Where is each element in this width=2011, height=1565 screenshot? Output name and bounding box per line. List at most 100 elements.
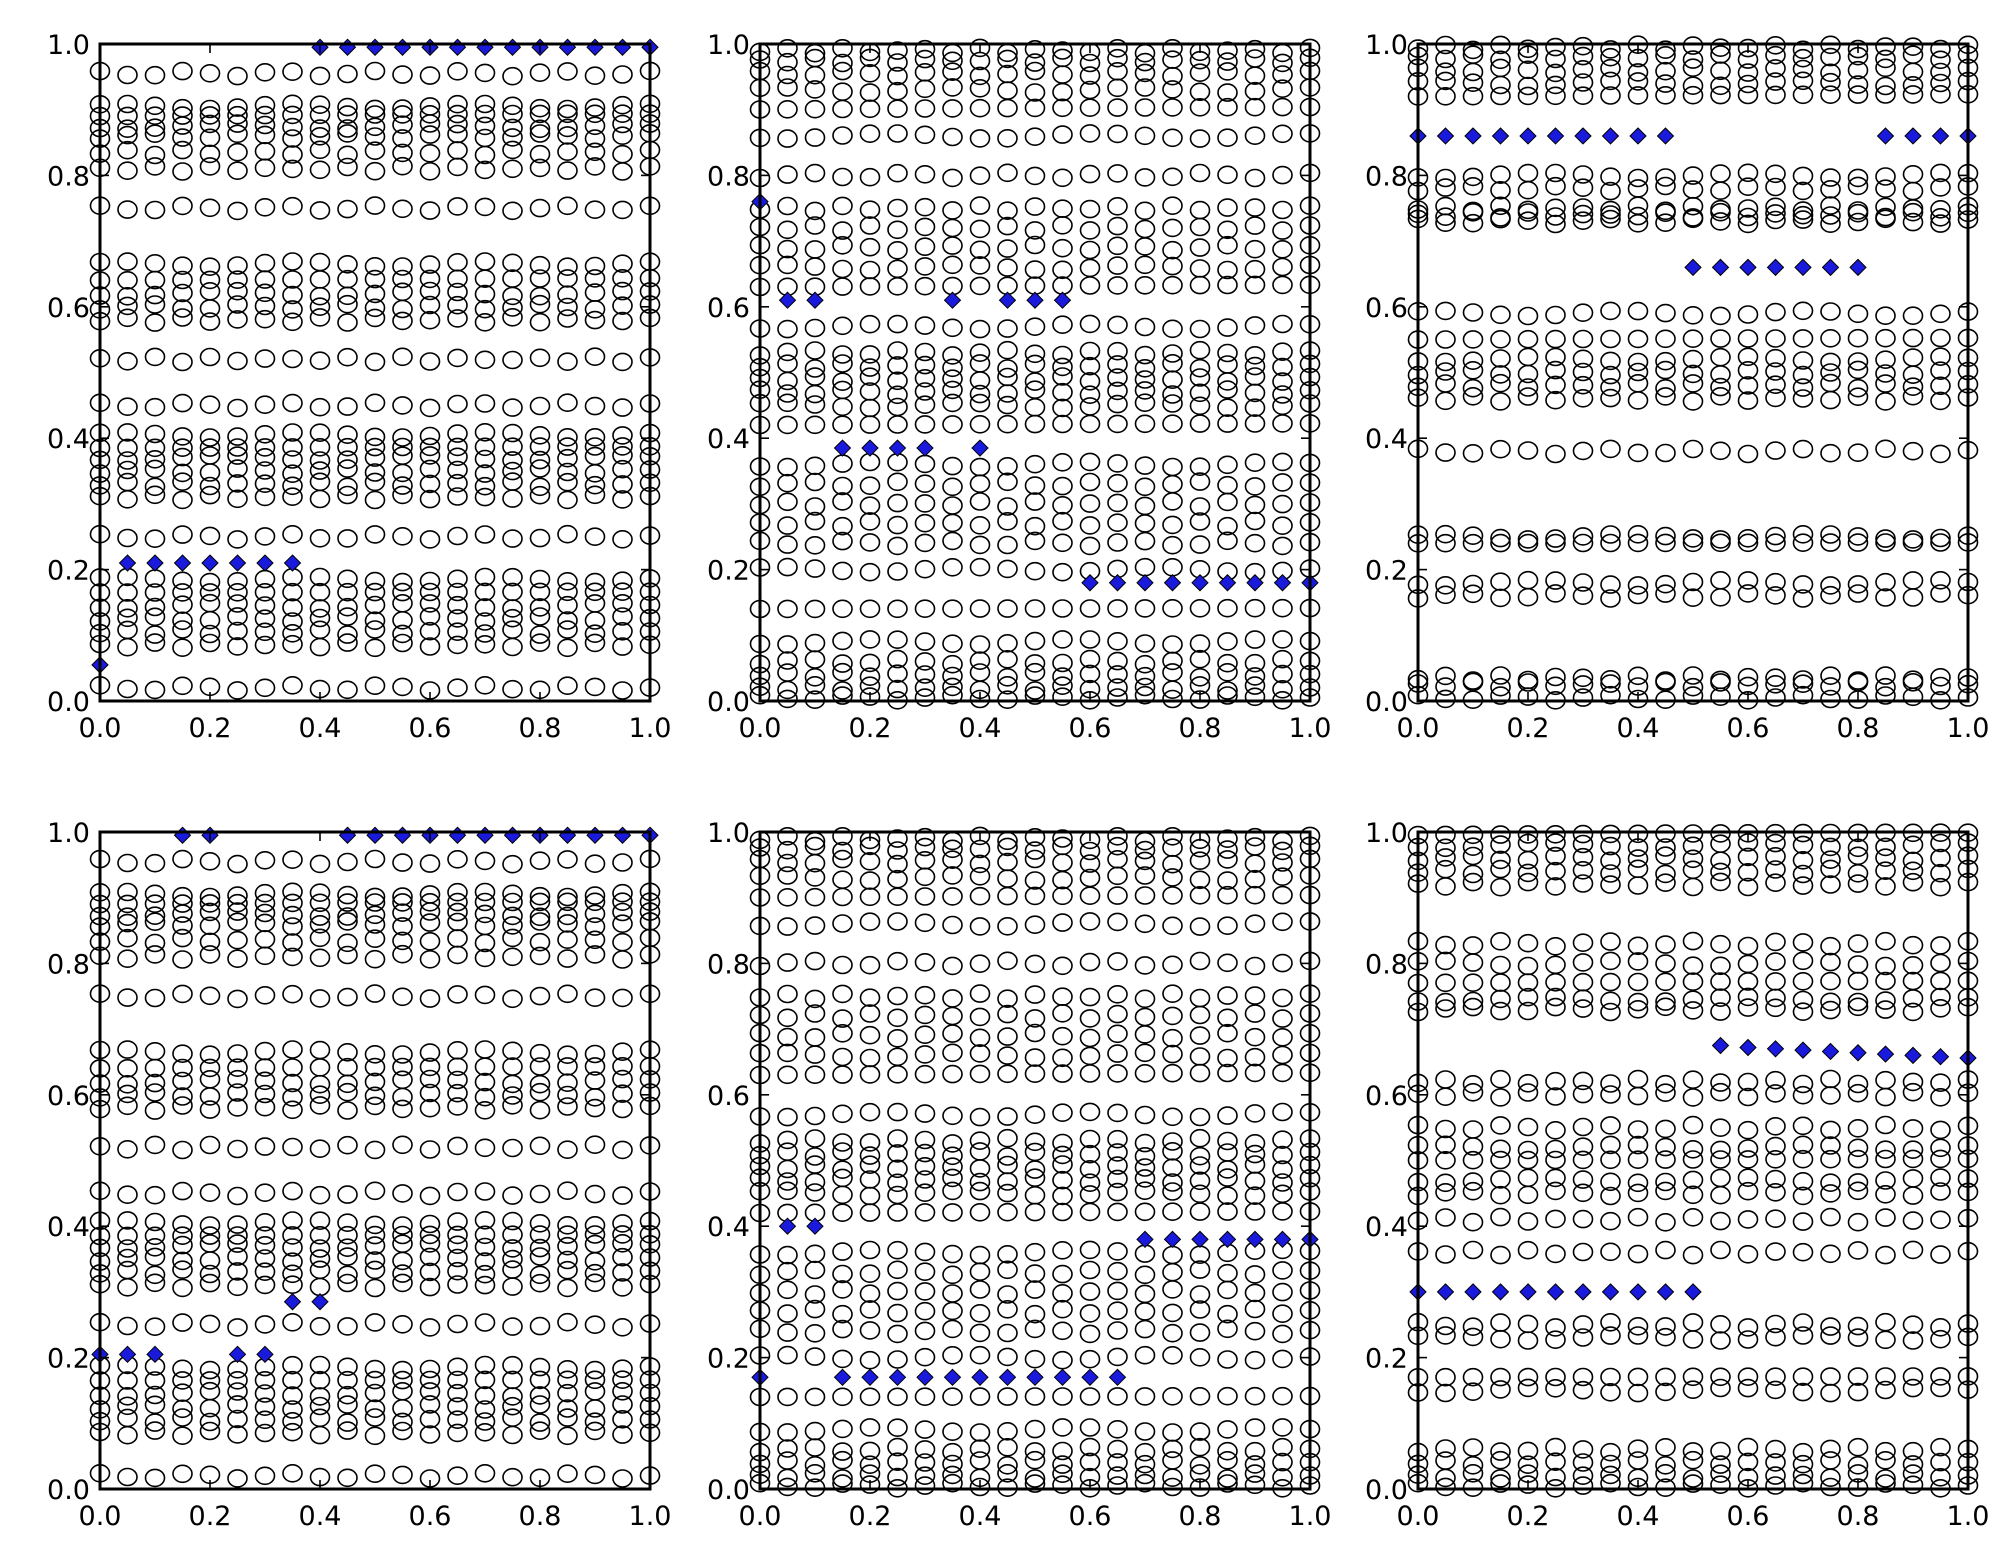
data-point-circle bbox=[804, 1421, 826, 1441]
data-point-circle bbox=[1435, 391, 1456, 411]
data-point-circle bbox=[117, 1260, 138, 1280]
data-point-circle bbox=[447, 1466, 468, 1485]
data-point-circle bbox=[1655, 86, 1676, 105]
data-point-circle bbox=[942, 1024, 963, 1043]
data-point-circle bbox=[777, 557, 798, 577]
data-point-diamond bbox=[943, 291, 962, 309]
data-point-circle bbox=[777, 1107, 798, 1127]
data-point-circle bbox=[557, 906, 578, 926]
data-point-circle bbox=[227, 281, 248, 301]
data-point-circle bbox=[1162, 557, 1183, 577]
data-point-circle bbox=[777, 354, 798, 374]
x-tick-label: 0.0 bbox=[739, 1501, 782, 1532]
data-point-circle bbox=[1462, 73, 1484, 92]
data-point-circle bbox=[832, 1450, 853, 1470]
data-point-diamond bbox=[1684, 258, 1702, 277]
data-point-diamond bbox=[283, 554, 302, 572]
data-point-circle bbox=[1792, 389, 1814, 408]
data-point-circle bbox=[1875, 686, 1896, 705]
data-point-circle bbox=[1765, 1183, 1786, 1202]
data-point-circle bbox=[227, 582, 248, 602]
data-point-circle bbox=[1189, 319, 1211, 339]
data-point-circle bbox=[1765, 668, 1786, 688]
data-point-circle bbox=[1710, 1118, 1731, 1137]
data-point-circle bbox=[117, 438, 138, 458]
data-point-circle bbox=[969, 38, 991, 58]
data-point-circle bbox=[392, 463, 413, 483]
data-point-circle bbox=[1627, 352, 1649, 372]
data-point-circle bbox=[557, 437, 578, 456]
data-point-circle bbox=[914, 1466, 936, 1485]
data-point-circle bbox=[282, 464, 303, 484]
data-point-circle bbox=[969, 635, 991, 654]
data-point-circle bbox=[942, 358, 963, 378]
data-point-circle bbox=[1052, 630, 1073, 649]
data-point-circle bbox=[942, 1265, 963, 1285]
data-point-circle bbox=[117, 894, 138, 914]
data-point-circle bbox=[392, 257, 413, 276]
data-point-circle bbox=[1820, 936, 1841, 956]
data-point-circle bbox=[1545, 987, 1566, 1007]
y-tick-label: 0.4 bbox=[707, 424, 750, 455]
data-point-circle bbox=[1655, 387, 1676, 406]
data-point-circle bbox=[969, 457, 991, 477]
data-point-circle bbox=[1765, 1242, 1786, 1261]
chart-panel-top-left: 0.00.00.20.20.40.40.60.60.80.81.01.0 bbox=[47, 30, 671, 744]
data-point-circle bbox=[832, 454, 853, 473]
data-point-circle bbox=[337, 145, 358, 165]
data-point-circle bbox=[557, 1057, 578, 1076]
data-point-circle bbox=[419, 1186, 441, 1206]
data-point-circle bbox=[1107, 599, 1128, 618]
data-point-circle bbox=[1107, 394, 1128, 414]
data-point-circle bbox=[474, 904, 496, 924]
data-point-circle bbox=[1930, 584, 1951, 603]
data-point-circle bbox=[227, 438, 248, 457]
data-point-circle bbox=[282, 893, 303, 913]
data-point-circle bbox=[1765, 348, 1786, 368]
data-point-circle bbox=[612, 1318, 633, 1337]
data-point-circle bbox=[1462, 1240, 1484, 1260]
data-point-circle bbox=[859, 687, 881, 706]
data-point-circle bbox=[117, 94, 138, 114]
data-point-circle bbox=[502, 1057, 523, 1076]
data-point-circle bbox=[1517, 533, 1539, 553]
data-point-circle bbox=[1710, 76, 1731, 96]
data-point-circle bbox=[1847, 1241, 1869, 1260]
data-point-circle bbox=[1244, 453, 1266, 473]
data-point-circle bbox=[804, 1065, 826, 1084]
data-point-circle bbox=[282, 393, 303, 413]
data-point-circle bbox=[1572, 1453, 1594, 1472]
data-point-circle bbox=[502, 128, 523, 147]
data-point-circle bbox=[1820, 352, 1841, 372]
data-point-circle bbox=[997, 1347, 1018, 1367]
data-point-circle bbox=[1545, 1181, 1566, 1201]
data-point-circle bbox=[1107, 1453, 1128, 1472]
data-point-circle bbox=[969, 515, 991, 535]
data-point-circle bbox=[1655, 176, 1676, 196]
data-point-circle bbox=[777, 1027, 798, 1047]
data-point-circle bbox=[1272, 1160, 1293, 1179]
data-point-circle bbox=[914, 368, 936, 388]
data-point-circle bbox=[282, 1400, 303, 1419]
y-tick-label: 0.0 bbox=[707, 1475, 750, 1506]
data-point-circle bbox=[1545, 529, 1566, 548]
data-point-circle bbox=[997, 989, 1018, 1009]
data-point-circle bbox=[254, 527, 276, 546]
data-point-circle bbox=[1217, 318, 1238, 337]
data-point-circle bbox=[1710, 199, 1731, 219]
data-point-circle bbox=[1600, 1002, 1621, 1022]
data-point-circle bbox=[887, 951, 908, 971]
data-point-circle bbox=[1217, 1263, 1238, 1283]
data-point-circle bbox=[887, 124, 908, 143]
data-point-circle bbox=[914, 494, 936, 513]
data-point-circle bbox=[254, 1397, 276, 1416]
data-point-circle bbox=[1079, 371, 1101, 391]
data-point-circle bbox=[1517, 329, 1539, 349]
data-point-circle bbox=[144, 607, 166, 627]
data-point-circle bbox=[337, 1213, 358, 1232]
data-point-circle bbox=[1052, 956, 1073, 976]
data-point-circle bbox=[1024, 397, 1046, 417]
data-point-circle bbox=[254, 582, 276, 602]
data-point-circle bbox=[364, 1057, 386, 1077]
data-point-circle bbox=[1162, 1262, 1183, 1282]
